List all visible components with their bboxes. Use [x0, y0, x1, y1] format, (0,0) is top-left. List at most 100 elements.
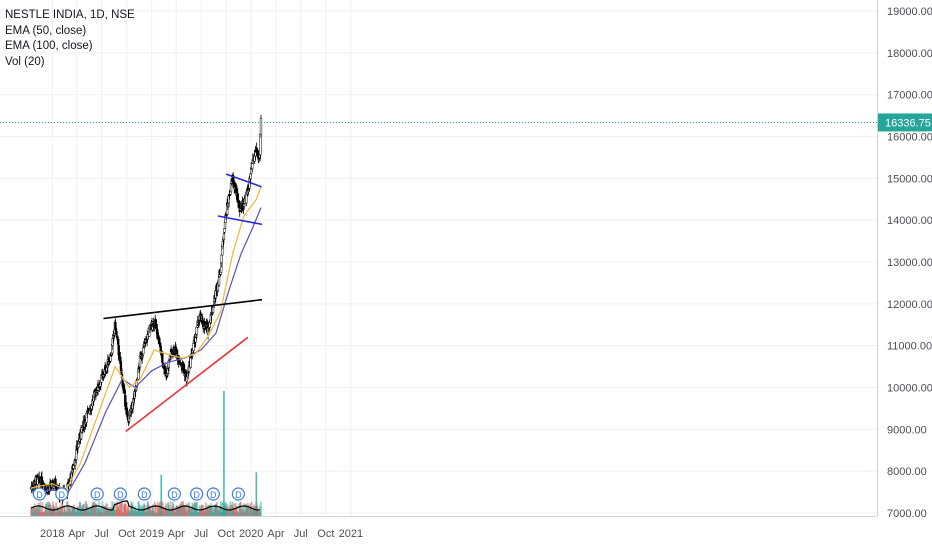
candle-body	[251, 163, 254, 170]
volume-bar	[101, 501, 104, 516]
time-axis-tick-label: 2019	[139, 528, 163, 540]
volume-bar	[149, 506, 152, 516]
price-axis-tick-label: 16000.00	[887, 132, 932, 144]
dividend-marker[interactable]	[113, 487, 127, 501]
dividend-marker[interactable]	[231, 487, 245, 501]
time-axis-tick-label: Jul	[95, 528, 109, 540]
chart-title[interactable]: NESTLE INDIA, 1D, NSE	[5, 9, 135, 21]
volume-bar	[41, 502, 44, 516]
volume-spike-bar	[255, 472, 258, 516]
candle-body	[192, 343, 195, 352]
volume-bar	[121, 502, 123, 516]
candle-body	[119, 361, 123, 371]
trendline[interactable]	[217, 215, 263, 226]
volume-bar	[40, 507, 43, 516]
dividend-marker-label: D	[193, 490, 200, 500]
volume-bar	[155, 503, 157, 516]
trendline[interactable]	[103, 298, 263, 320]
dividend-marker[interactable]	[55, 487, 69, 501]
candle-body	[114, 322, 117, 331]
time-axis-tick-label: Oct	[218, 528, 235, 540]
candles	[29, 114, 263, 505]
dividend-marker-label: D	[36, 490, 43, 500]
dividend-marker[interactable]	[206, 487, 220, 501]
time-axis-tick-label: Apr	[68, 528, 85, 540]
dividend-marker[interactable]	[167, 487, 181, 501]
volume-bar	[233, 503, 236, 516]
ema100-line	[30, 207, 262, 493]
volume-bar	[61, 503, 64, 516]
last-price-label: 16336.75	[885, 117, 931, 129]
volume-bar	[80, 506, 83, 516]
dividend-marker[interactable]	[190, 487, 204, 501]
candle-body	[196, 325, 199, 328]
dividend-marker[interactable]	[90, 487, 104, 501]
volume-bar	[113, 502, 116, 516]
trendline[interactable]	[225, 173, 262, 188]
price-axis-tick-label: 18000.00	[887, 48, 932, 60]
volume-bar	[111, 501, 114, 516]
volume-bar	[46, 502, 48, 516]
volume-bar	[88, 507, 91, 516]
candle-body	[247, 190, 250, 192]
time-axis-tick-label: Jul	[294, 528, 308, 540]
volume-bar	[86, 503, 88, 516]
candle-body	[242, 203, 246, 207]
candle-body	[124, 394, 127, 407]
indicator-ema50-label[interactable]: EMA (50, close)	[5, 24, 87, 37]
volume-bar	[247, 505, 250, 516]
candle-body	[75, 449, 78, 460]
candle-body	[220, 254, 223, 264]
volume-bar	[196, 501, 199, 516]
candle-body	[141, 355, 144, 357]
volume-bar	[153, 501, 156, 516]
time-axis-tick-label: Oct	[317, 528, 334, 540]
price-axis-tick-label: 13000.00	[887, 257, 932, 269]
dividend-marker[interactable]	[137, 487, 151, 501]
indicator-ema100-label[interactable]: EMA (100, close)	[5, 40, 93, 52]
volume-bar	[127, 503, 130, 516]
volume-bar	[189, 507, 191, 516]
trendline[interactable]	[125, 336, 249, 433]
volume-bar	[211, 507, 213, 516]
candle-body	[212, 306, 215, 308]
volume-bar	[54, 507, 56, 516]
volume-bar	[169, 501, 172, 516]
price-axis-tick-label: 15000.00	[887, 173, 932, 185]
volume-ma-line	[30, 500, 260, 511]
dividend-marker[interactable]	[32, 487, 47, 501]
volume-bar	[259, 505, 261, 516]
volume-bar	[95, 504, 98, 516]
time-axis-tick-label: Jul	[194, 528, 208, 540]
ema50-line	[30, 186, 262, 491]
volume-bar	[144, 508, 147, 516]
candle-body	[161, 362, 165, 365]
volume-bar	[106, 504, 109, 516]
volume-bar	[115, 503, 117, 516]
dividend-marker-label: D	[210, 490, 217, 500]
candle-body	[259, 117, 263, 135]
chart-legend: NESTLE INDIA, 1D, NSE EMA (50, close) EM…	[5, 8, 135, 70]
volume-bar	[243, 503, 245, 516]
dividend-marker-label: D	[94, 490, 101, 500]
volume-bar	[207, 504, 209, 516]
time-axis-tick-label: 2021	[339, 528, 363, 540]
price-axis-tick-label: 9000.00	[887, 424, 927, 436]
volume-bar	[103, 505, 105, 516]
volume-bar	[98, 501, 100, 516]
volume-bar	[152, 504, 154, 516]
candle-body	[194, 337, 197, 343]
volume-bar	[240, 502, 242, 516]
price-axis-tick-label: 12000.00	[887, 299, 932, 311]
price-axis-tick-label: 14000.00	[887, 215, 932, 227]
candle-body	[137, 368, 140, 380]
volume-bar	[77, 507, 80, 516]
volume-spike-bar	[223, 391, 225, 516]
last-price-tag	[878, 113, 932, 132]
volume-bar	[221, 502, 224, 516]
volume-bar	[159, 501, 161, 516]
volume-bar	[74, 509, 76, 516]
indicator-volume-label[interactable]: Vol (20)	[5, 55, 45, 68]
time-axis-tick-label: Apr	[267, 528, 284, 540]
